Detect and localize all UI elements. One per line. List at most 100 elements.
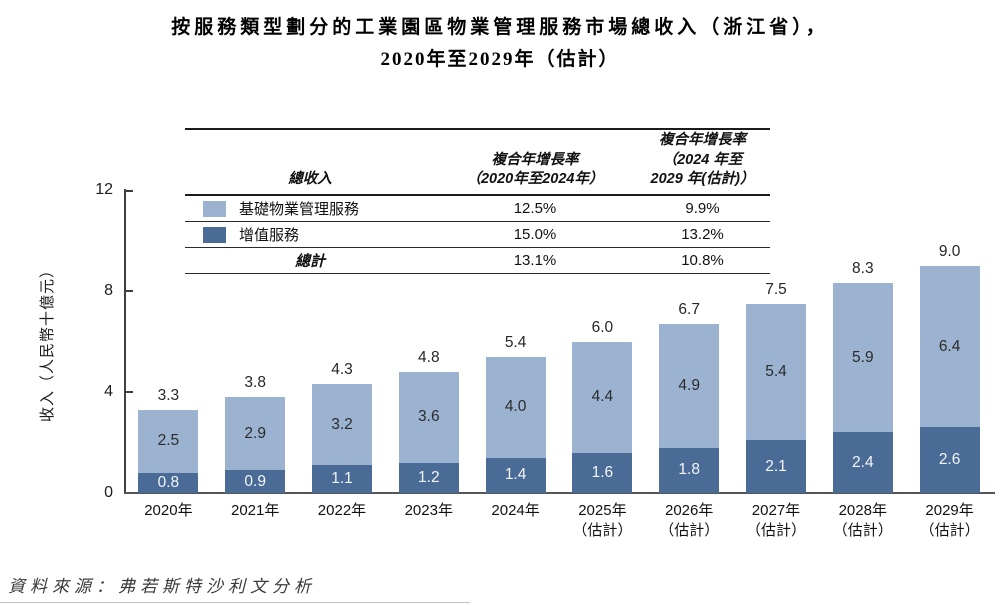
table-header-cagr-2020-2024: 複合年增長率 （2020年至2024年） (466, 151, 604, 188)
bar-value-label-value-added: 1.2 (418, 468, 440, 486)
y-tick-mark (125, 290, 133, 292)
bar-total-label: 6.0 (591, 318, 614, 336)
bar-value-label-basic: 2.5 (157, 432, 180, 450)
bar-group: 2.6 6.4 9.0 (919, 243, 980, 493)
bar-value-label-basic: 4.9 (678, 376, 700, 394)
x-axis-line (124, 492, 995, 494)
x-tick-label: 2023年 (404, 502, 453, 519)
cagr-value-va-2020-2024: 15.0% (513, 226, 557, 243)
x-tick-label: 2020年 (144, 502, 193, 519)
cagr-value-total-2024-2029: 10.8% (681, 252, 724, 269)
bar-value-label-basic: 3.6 (418, 408, 440, 426)
y-tick-label: 12 (95, 181, 113, 198)
table-header-cagr-2024-2029: 複合年增長率 （2024 年至 2029 年(估計)） (650, 132, 755, 188)
bar-group: 0.9 2.9 3.8 (225, 374, 286, 493)
cagr-table: 總收入 複合年增長率 （2020年至2024年） 複合年增長率 （2024 年至… (185, 128, 770, 274)
x-tick-label: 2029年 （估計） (919, 502, 980, 539)
bar-value-label-basic: 5.4 (765, 362, 787, 380)
bar-value-label-basic: 4.0 (504, 398, 527, 416)
bar-segment-value-added (746, 439, 806, 493)
bar-group: 1.6 4.4 6.0 (572, 319, 633, 493)
bar-group: 0.8 2.5 3.3 (138, 387, 199, 493)
plot-area: 0 4 8 12 0.8 2.5 3.3 0.9 2.9 3.8 1.1 3.2 4.3 1.2 3.6 4.… (95, 181, 993, 501)
bar-segment-value-added (659, 447, 720, 493)
y-axis-title: 收入（人民幣十億元） (39, 262, 56, 423)
y-tick-label: 4 (104, 383, 113, 400)
bar-segment-value-added (572, 452, 633, 493)
y-tick-mark (125, 391, 133, 393)
page-title: 按服務類型劃分的工業園區物業管理服務市場總收入（浙江省）， 2020年至2029… (0, 12, 1000, 76)
bar-value-label-value-added: 0.8 (157, 473, 180, 491)
bar-value-label-basic: 5.9 (852, 348, 874, 366)
bar-total-label: 4.3 (331, 361, 353, 379)
cagr-value-basic-2024-2029: 9.9% (685, 200, 720, 217)
bar-value-label-value-added: 2.6 (938, 451, 961, 469)
bar-segment-value-added (312, 465, 372, 493)
cagr-value-basic-2020-2024: 12.5% (513, 200, 557, 217)
bar-value-label-value-added: 0.9 (244, 472, 266, 490)
page-title-line2: 2020年至2029年（估計） (380, 49, 620, 70)
cagr-table-header: 總收入 複合年增長率 （2020年至2024年） 複合年增長率 （2024 年至… (185, 130, 770, 196)
bar-value-label-basic: 6.4 (938, 337, 961, 355)
bar-group: 1.1 3.2 4.3 (312, 361, 372, 493)
bottom-divider (0, 602, 470, 603)
x-tick-label: 2026年 （估計） (659, 502, 720, 539)
bar-group: 1.8 4.9 6.7 (659, 301, 720, 493)
bar-group: 1.2 3.6 4.8 (398, 349, 459, 493)
bar-value-label-value-added: 1.1 (331, 470, 353, 488)
page-title-line1: 按服務類型劃分的工業園區物業管理服務市場總收入（浙江省）， (171, 17, 829, 38)
cagr-value-total-2020-2024: 13.1% (513, 252, 557, 269)
bar-segment-value-added (138, 472, 199, 493)
y-tick-label: 0 (104, 484, 113, 501)
x-axis-labels: 2020年 2021年 2022年 2023年 2024年 2025年 （估計） 2026年（… (125, 501, 993, 549)
bar-segment-value-added (485, 457, 546, 493)
table-row-value-added-services: 增值服務 15.0% 13.2% (185, 222, 770, 248)
bar-value-label-basic: 4.4 (591, 388, 614, 406)
x-tick-label: 2027年 （估計） (745, 502, 806, 539)
bar-segment-value-added (225, 470, 286, 493)
bar-value-label-value-added: 1.6 (591, 463, 614, 481)
bar-value-label-value-added: 1.8 (678, 461, 700, 479)
legend-label-basic-services: 基礎物業管理服務 (239, 201, 360, 218)
bar-total-label: 8.3 (852, 260, 874, 278)
table-header-total-revenue: 總收入 (185, 130, 435, 194)
bar-segment-value-added (832, 432, 893, 493)
bar-value-label-basic: 3.2 (331, 415, 353, 433)
bar-segment-basic (138, 409, 199, 473)
x-tick-label: 2022年 (317, 502, 367, 519)
legend-swatch-basic-services-icon (203, 200, 226, 217)
bar-group: 2.1 5.4 7.5 (746, 281, 806, 493)
bar-value-label-value-added: 2.4 (852, 453, 874, 471)
bar-segment-basic (919, 265, 980, 428)
cagr-value-va-2024-2029: 13.2% (681, 226, 724, 243)
legend-item-value-added-services: 增值服務 (185, 224, 435, 245)
table-row-total: 總計 13.1% 10.8% (185, 248, 770, 274)
table-row-basic-services: 基礎物業管理服務 12.5% 9.9% (185, 196, 770, 222)
bar-total-label: 3.8 (244, 374, 266, 392)
bar-total-label: 9.0 (938, 242, 961, 260)
bar-segment-basic (225, 397, 286, 471)
bar-segment-basic (659, 323, 720, 448)
x-tick-label: 2025年 （估計） (572, 502, 633, 539)
bar-total-label: 6.7 (678, 300, 700, 318)
bar-group: 1.4 4.0 5.4 (485, 334, 546, 493)
bar-value-label-value-added: 1.4 (504, 466, 527, 484)
bar-segment-basic (485, 356, 546, 458)
bar-segment-basic (312, 384, 372, 466)
bar-total-label: 7.5 (765, 280, 787, 298)
y-tick-mark (125, 190, 133, 192)
legend-item-basic-services: 基礎物業管理服務 (185, 198, 435, 219)
bar-total-label: 5.4 (504, 333, 527, 351)
source-note: 資料來源：弗若斯特沙利文分析 (8, 577, 316, 596)
y-axis-line (124, 189, 126, 494)
x-tick-label: 2024年 (491, 502, 540, 519)
bar-segment-value-added (919, 427, 980, 493)
y-tick-label: 8 (104, 282, 113, 299)
table-header-total-revenue-text: 總收入 (288, 171, 332, 188)
bar-group: 2.4 5.9 8.3 (832, 260, 893, 493)
legend-swatch-value-added-services-icon (203, 226, 226, 243)
legend-label-value-added-services: 增值服務 (239, 227, 300, 244)
bar-segment-value-added (398, 462, 459, 493)
bar-total-label: 4.8 (418, 348, 440, 366)
